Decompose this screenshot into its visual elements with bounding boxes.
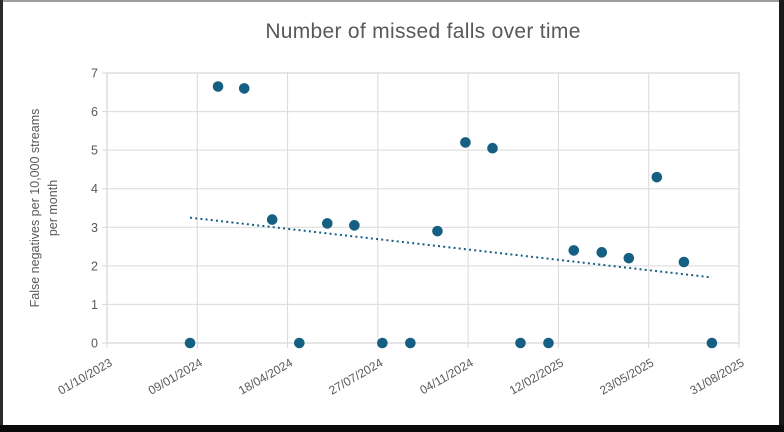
chart-title: Number of missed falls over time (265, 20, 581, 43)
data-point (349, 220, 360, 231)
data-point (184, 337, 196, 349)
x-tick-label: 31/08/2025 (687, 355, 746, 397)
x-tick-label: 23/05/2025 (597, 355, 656, 397)
data-point (294, 337, 305, 349)
x-tick-label: 12/02/2025 (507, 355, 566, 397)
data-point (377, 337, 388, 349)
data-point (623, 252, 635, 264)
y-tick-label: 1 (91, 298, 98, 312)
y-tick-label: 3 (91, 221, 98, 235)
y-tick-label: 5 (91, 144, 98, 158)
trendline (189, 216, 713, 279)
data-point (568, 245, 580, 256)
data-point (266, 214, 278, 225)
y-tick-label: 2 (91, 259, 98, 273)
data-point (543, 337, 554, 349)
x-tick-label: 04/11/2024 (417, 355, 476, 397)
data-point (596, 247, 608, 258)
frame-border-bottom (0, 425, 784, 432)
data-point (706, 337, 718, 349)
x-tick-label: 18/04/2024 (236, 355, 295, 397)
frame-border-left (0, 0, 3, 432)
data-point (212, 81, 224, 92)
data-point (460, 137, 471, 148)
data-point (321, 218, 333, 229)
plot-border (106, 72, 740, 344)
x-tick-label: 01/10/2023 (55, 355, 114, 397)
data-point (515, 337, 526, 349)
y-tick-label: 7 (91, 67, 98, 81)
data-point (405, 337, 416, 349)
frame-border-top (0, 0, 784, 2)
y-tick-label: 4 (91, 182, 98, 196)
frame-border-right (779, 0, 784, 432)
data-point (678, 256, 690, 268)
x-tick-label: 27/07/2024 (326, 355, 385, 397)
data-point (238, 83, 250, 94)
data-point (487, 142, 498, 154)
y-tick-label: 0 (91, 337, 98, 351)
x-tick-label: 09/01/2024 (146, 355, 205, 397)
data-point (651, 171, 663, 183)
data-point (432, 225, 443, 237)
y-tick-label: 6 (91, 105, 98, 119)
